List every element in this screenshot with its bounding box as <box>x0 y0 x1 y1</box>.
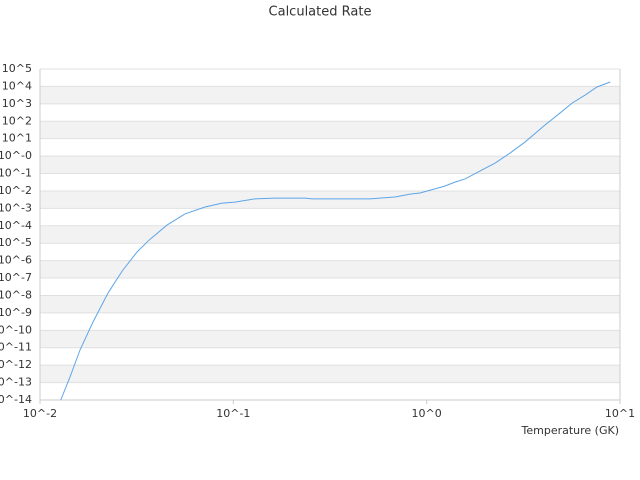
y-tick-label: 10^5 <box>2 62 32 75</box>
y-tick-label: 10^-8 <box>0 288 32 301</box>
x-tick-label: 10^-1 <box>216 407 250 420</box>
x-tick-label: 10^0 <box>412 407 442 420</box>
y-tick-label: 10^-3 <box>0 201 32 214</box>
grid-band <box>40 260 620 279</box>
y-tick-label: 10^3 <box>2 97 32 110</box>
y-tick-label: 10^4 <box>2 79 32 92</box>
grid-band <box>40 121 620 139</box>
x-tick-label: 10^1 <box>605 407 635 420</box>
x-tick-label: 10^-2 <box>23 407 57 420</box>
y-tick-label: 10^-6 <box>0 254 32 267</box>
y-tick-label: 10^-0 <box>0 149 32 162</box>
y-tick-label: 10^2 <box>2 114 32 127</box>
y-tick-label: 10^-14 <box>0 393 32 406</box>
x-axis-label: Temperature (GK) <box>521 424 620 437</box>
y-tick-label: 10^-10 <box>0 323 32 336</box>
chart-title: Calculated Rate <box>269 5 372 20</box>
grid-band <box>40 365 620 383</box>
grid-band <box>40 190 620 209</box>
grid-band <box>40 156 620 174</box>
y-tick-label: 10^-11 <box>0 341 32 354</box>
y-tick-label: 10^-12 <box>0 358 32 371</box>
y-tick-label: 10^-1 <box>0 167 32 180</box>
y-tick-label: 10^-5 <box>0 236 32 249</box>
grid-band <box>40 330 620 348</box>
y-tick-label: 10^-9 <box>0 306 32 319</box>
y-tick-label: 10^-7 <box>0 271 32 284</box>
data-line <box>60 81 611 401</box>
grid-band <box>40 86 620 104</box>
y-tick-label: 10^1 <box>2 132 32 145</box>
y-tick-label: 10^-4 <box>0 219 32 232</box>
y-tick-label: 10^-13 <box>0 376 32 389</box>
y-tick-label: 10^-2 <box>0 184 32 197</box>
grid-band <box>40 295 620 313</box>
grid-band <box>40 225 620 244</box>
